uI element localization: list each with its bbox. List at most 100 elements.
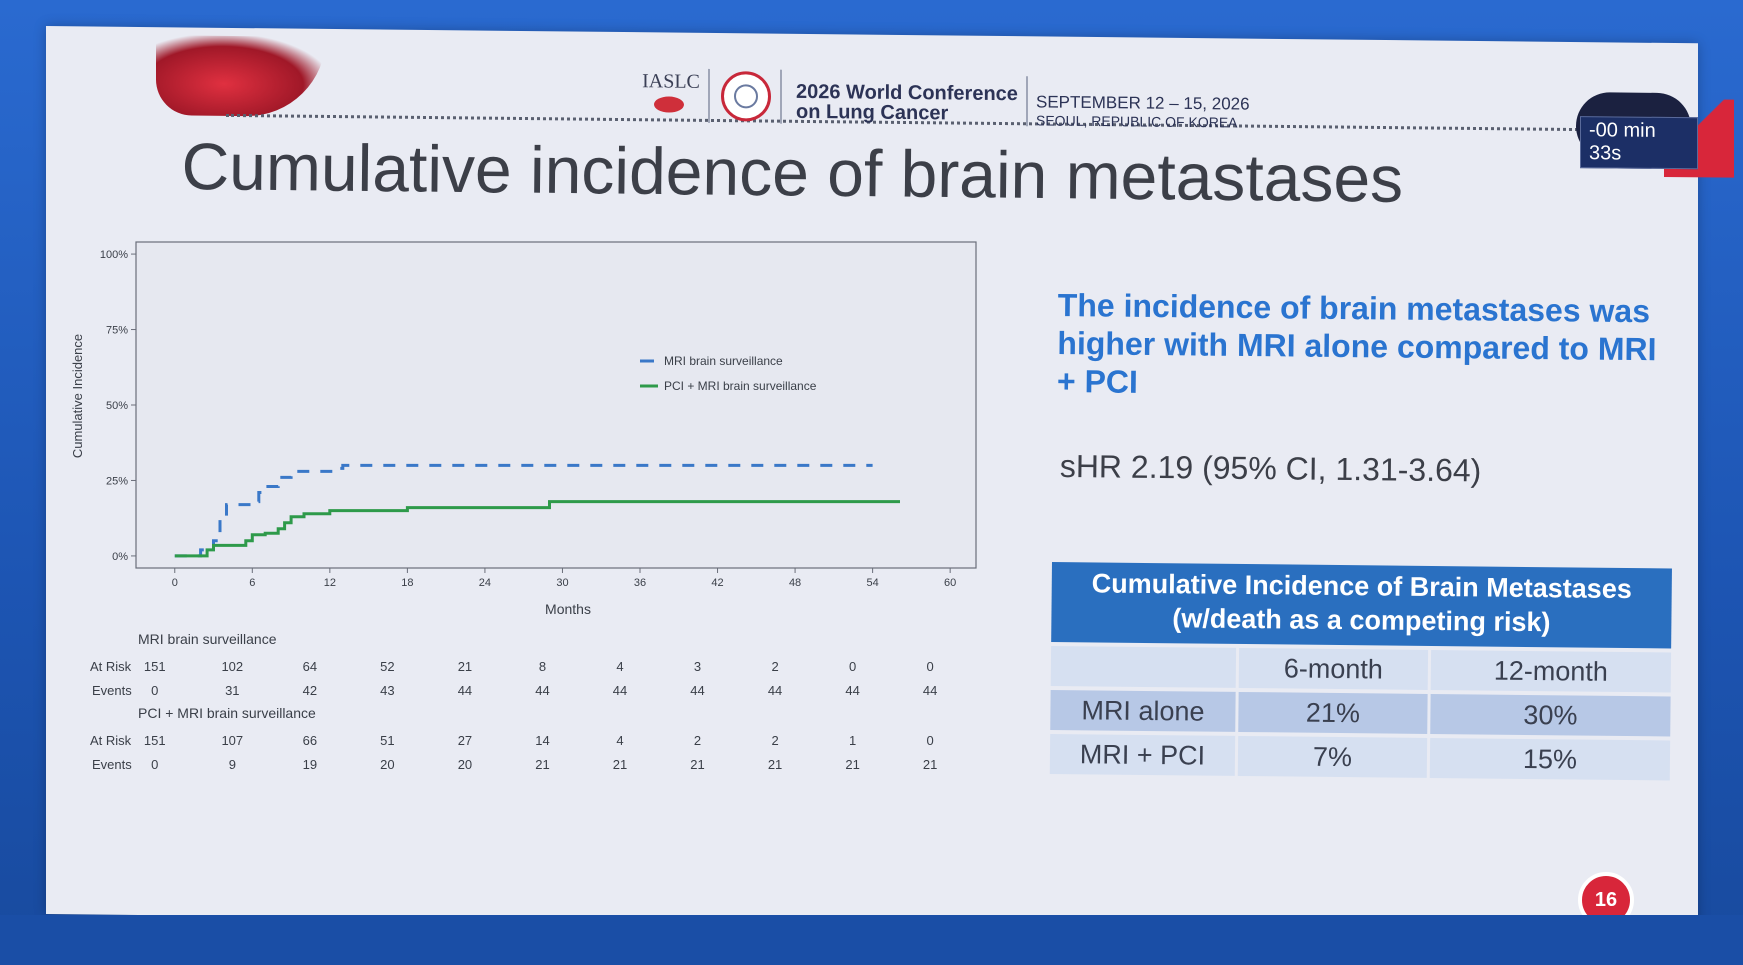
x-tick-label: 12 <box>324 577 336 589</box>
header-separator <box>708 68 710 123</box>
risk-row-label: Events <box>92 683 132 698</box>
series-line-pci <box>174 500 900 558</box>
table-cell: 15% <box>1429 737 1671 781</box>
x-axis-ticks: 0 6 12 18 24 30 36 42 48 54 60 <box>172 568 956 589</box>
conference-date-range: SEPTEMBER 12 – 15, 2026 <box>1036 92 1250 114</box>
x-axis-title: Months <box>545 601 591 617</box>
hazard-ratio: sHR 2.19 (95% CI, 1.31-3.64) <box>1059 448 1482 489</box>
risk-value-mri-at-risk: 102 <box>221 659 243 674</box>
risk-value-pci-at-risk: 151 <box>144 733 166 748</box>
risk-value-pci-at-risk: 1 <box>849 733 856 748</box>
risk-value-mri-events: 44 <box>613 683 627 698</box>
table-cell: 30% <box>1430 693 1671 737</box>
risk-value-mri-at-risk: 0 <box>849 659 856 674</box>
table-row-label: MRI + PCI <box>1049 733 1236 776</box>
risk-value-mri-at-risk: 0 <box>927 659 934 674</box>
summary-table-header-line2: (w/death as a competing risk) <box>1172 603 1551 638</box>
risk-row-label: At Risk <box>90 659 132 674</box>
y-tick-label: 75% <box>106 325 128 337</box>
risk-value-pci-events: 20 <box>458 757 472 772</box>
risk-value-mri-events: 44 <box>690 683 704 698</box>
risk-row-label: Events <box>92 757 132 772</box>
risk-value-pci-events: 9 <box>229 757 236 772</box>
table-row: MRI + PCI 7% 15% <box>1049 733 1671 781</box>
x-tick-label: 18 <box>401 577 413 589</box>
legend: MRI brain surveillance PCI + MRI brain s… <box>640 354 817 393</box>
risk-value-mri-events: 44 <box>768 683 782 698</box>
x-tick-label: 54 <box>866 577 878 589</box>
x-tick-label: 0 <box>172 577 178 589</box>
risk-value-mri-events: 44 <box>458 683 472 698</box>
x-tick-label: 42 <box>711 577 723 589</box>
risk-value-mri-at-risk: 2 <box>771 659 778 674</box>
risk-value-pci-at-risk: 27 <box>458 733 472 748</box>
risk-value-mri-events: 0 <box>151 683 158 698</box>
y-tick-label: 25% <box>106 475 128 487</box>
countdown-timer: -00 min 33s <box>1580 116 1698 170</box>
risk-value-pci-at-risk: 51 <box>380 733 394 748</box>
cumulative-incidence-chart: Cumulative Incidence Months 0% 25% 50% 75% 1… <box>70 241 977 617</box>
y-tick-label: 50% <box>106 400 128 412</box>
table-col-header: 6-month <box>1238 647 1429 690</box>
risk-value-mri-at-risk: 8 <box>539 659 546 674</box>
plot-area <box>135 241 977 569</box>
table-cell: 21% <box>1238 691 1428 734</box>
conference-name-line2: on Lung Cancer <box>796 100 949 125</box>
x-tick-label: 6 <box>249 577 255 589</box>
risk-value-pci-at-risk: 4 <box>616 733 623 748</box>
risk-value-pci-at-risk: 2 <box>771 733 778 748</box>
risk-value-pci-events: 0 <box>151 757 158 772</box>
key-finding: The incidence of brain metastases was hi… <box>1056 286 1657 400</box>
conference-seal-icon <box>721 71 771 122</box>
risk-value-pci-events: 21 <box>690 757 704 772</box>
risk-row-label: At Risk <box>90 733 132 748</box>
risk-value-mri-events: 31 <box>225 683 239 698</box>
y-tick-label: 100% <box>100 249 128 261</box>
table-row: MRI alone 21% 30% <box>1050 689 1671 737</box>
conference-location: SEOUL, REPUBLIC OF KOREA <box>1036 112 1238 131</box>
risk-value-pci-at-risk: 0 <box>927 733 934 748</box>
risk-value-mri-events: 42 <box>303 683 317 698</box>
table-col-header: 12-month <box>1430 649 1672 693</box>
y-tick-label: 0% <box>112 551 128 563</box>
risk-value-mri-events: 43 <box>380 683 394 698</box>
risk-value-pci-at-risk: 14 <box>535 733 549 748</box>
risk-value-mri-at-risk: 4 <box>616 659 623 674</box>
risk-value-pci-events: 21 <box>613 757 627 772</box>
summary-table: Cumulative Incidence of Brain Metastases… <box>1049 562 1672 781</box>
risk-value-mri-at-risk: 151 <box>144 659 166 674</box>
table-cell <box>1050 645 1237 688</box>
risk-value-mri-at-risk: 64 <box>303 659 317 674</box>
header-separator <box>780 69 782 124</box>
risk-value-pci-events: 21 <box>923 757 937 772</box>
x-tick-label: 30 <box>556 577 568 589</box>
risk-value-mri-events: 44 <box>845 683 859 698</box>
conference-dates: SEPTEMBER 12 – 15, 2026 SEOUL, REPUBLIC … <box>1036 92 1256 132</box>
risk-value-mri-at-risk: 21 <box>458 659 472 674</box>
table-row-label: MRI alone <box>1050 689 1236 732</box>
summary-table-header: Cumulative Incidence of Brain Metastases… <box>1051 562 1672 649</box>
x-tick-label: 48 <box>789 577 801 589</box>
x-tick-label: 36 <box>634 577 646 589</box>
legend-label-pci: PCI + MRI brain surveillance <box>664 379 817 393</box>
risk-value-mri-events: 44 <box>923 683 937 698</box>
risk-value-mri-at-risk: 52 <box>380 659 394 674</box>
risk-values: 151 102 64 52 21 8 4 3 2 0 00 31 42 43 44 44 44 44 44 44 441… <box>144 659 937 772</box>
risk-value-pci-events: 21 <box>535 757 549 772</box>
risk-group1-label: MRI brain surveillance <box>138 631 277 647</box>
risk-value-mri-at-risk: 3 <box>694 659 701 674</box>
number-at-risk-table: MRI brain surveillance At Risk Events PC… <box>90 631 937 772</box>
summary-table-header-line1: Cumulative Incidence of Brain Metastases <box>1091 568 1632 605</box>
risk-value-mri-events: 44 <box>535 683 549 698</box>
table-cell: 7% <box>1237 735 1428 778</box>
header-separator <box>1026 76 1028 127</box>
conference-name: 2026 World Conference on Lung Cancer <box>796 81 1026 125</box>
legend-label-mri: MRI brain surveillance <box>664 354 783 368</box>
iaslc-logo-text: IASLC <box>642 70 700 93</box>
stage-bottom-band <box>0 915 1743 965</box>
risk-value-pci-events: 21 <box>845 757 859 772</box>
x-tick-label: 60 <box>944 577 956 589</box>
slide-title: Cumulative incidence of brain metastases <box>181 128 1404 216</box>
risk-value-pci-events: 19 <box>303 757 317 772</box>
x-tick-label: 24 <box>479 577 491 589</box>
